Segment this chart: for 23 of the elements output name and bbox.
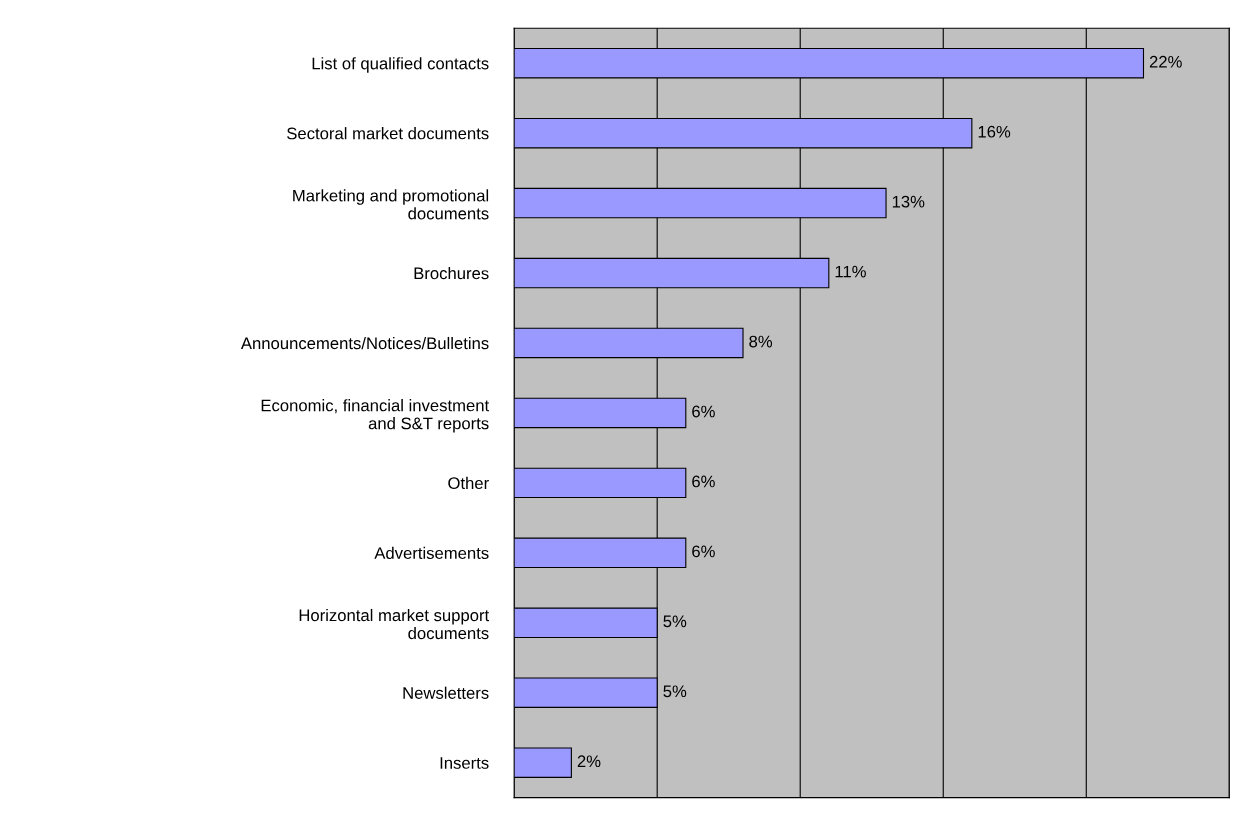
data-label: 5% [663,685,687,698]
data-label: 22% [1149,55,1182,68]
data-label: 6% [692,475,715,488]
data-label: 13% [892,195,925,208]
y-tick-label: Other [448,476,489,490]
y-tick-label: Marketing and promotional documents [293,189,489,220]
data-label: 6% [692,405,715,418]
data-label: 8% [749,335,773,348]
y-tick-label: Inserts [440,757,489,769]
y-tick-label: Horizontal market support documents [299,608,490,640]
data-label: 16% [978,125,1011,138]
bar [514,747,572,778]
y-tick-label: Newsletters [403,686,489,699]
data-label: 2% [577,755,601,768]
y-tick-label: Brochures [414,266,489,280]
data-label: 5% [663,615,687,628]
data-label: 6% [692,545,715,558]
data-label: 11% [835,265,866,278]
y-tick-label: Economic, financial investment and S&T reports [261,399,490,433]
y-tick-label: List of qualified contacts [312,57,489,73]
y-tick-label: Sectoral market documents [287,127,489,140]
y-tick-label: Announcements/Notices/Bulletins [240,336,489,350]
y-tick-label: Advertisements [374,546,489,560]
